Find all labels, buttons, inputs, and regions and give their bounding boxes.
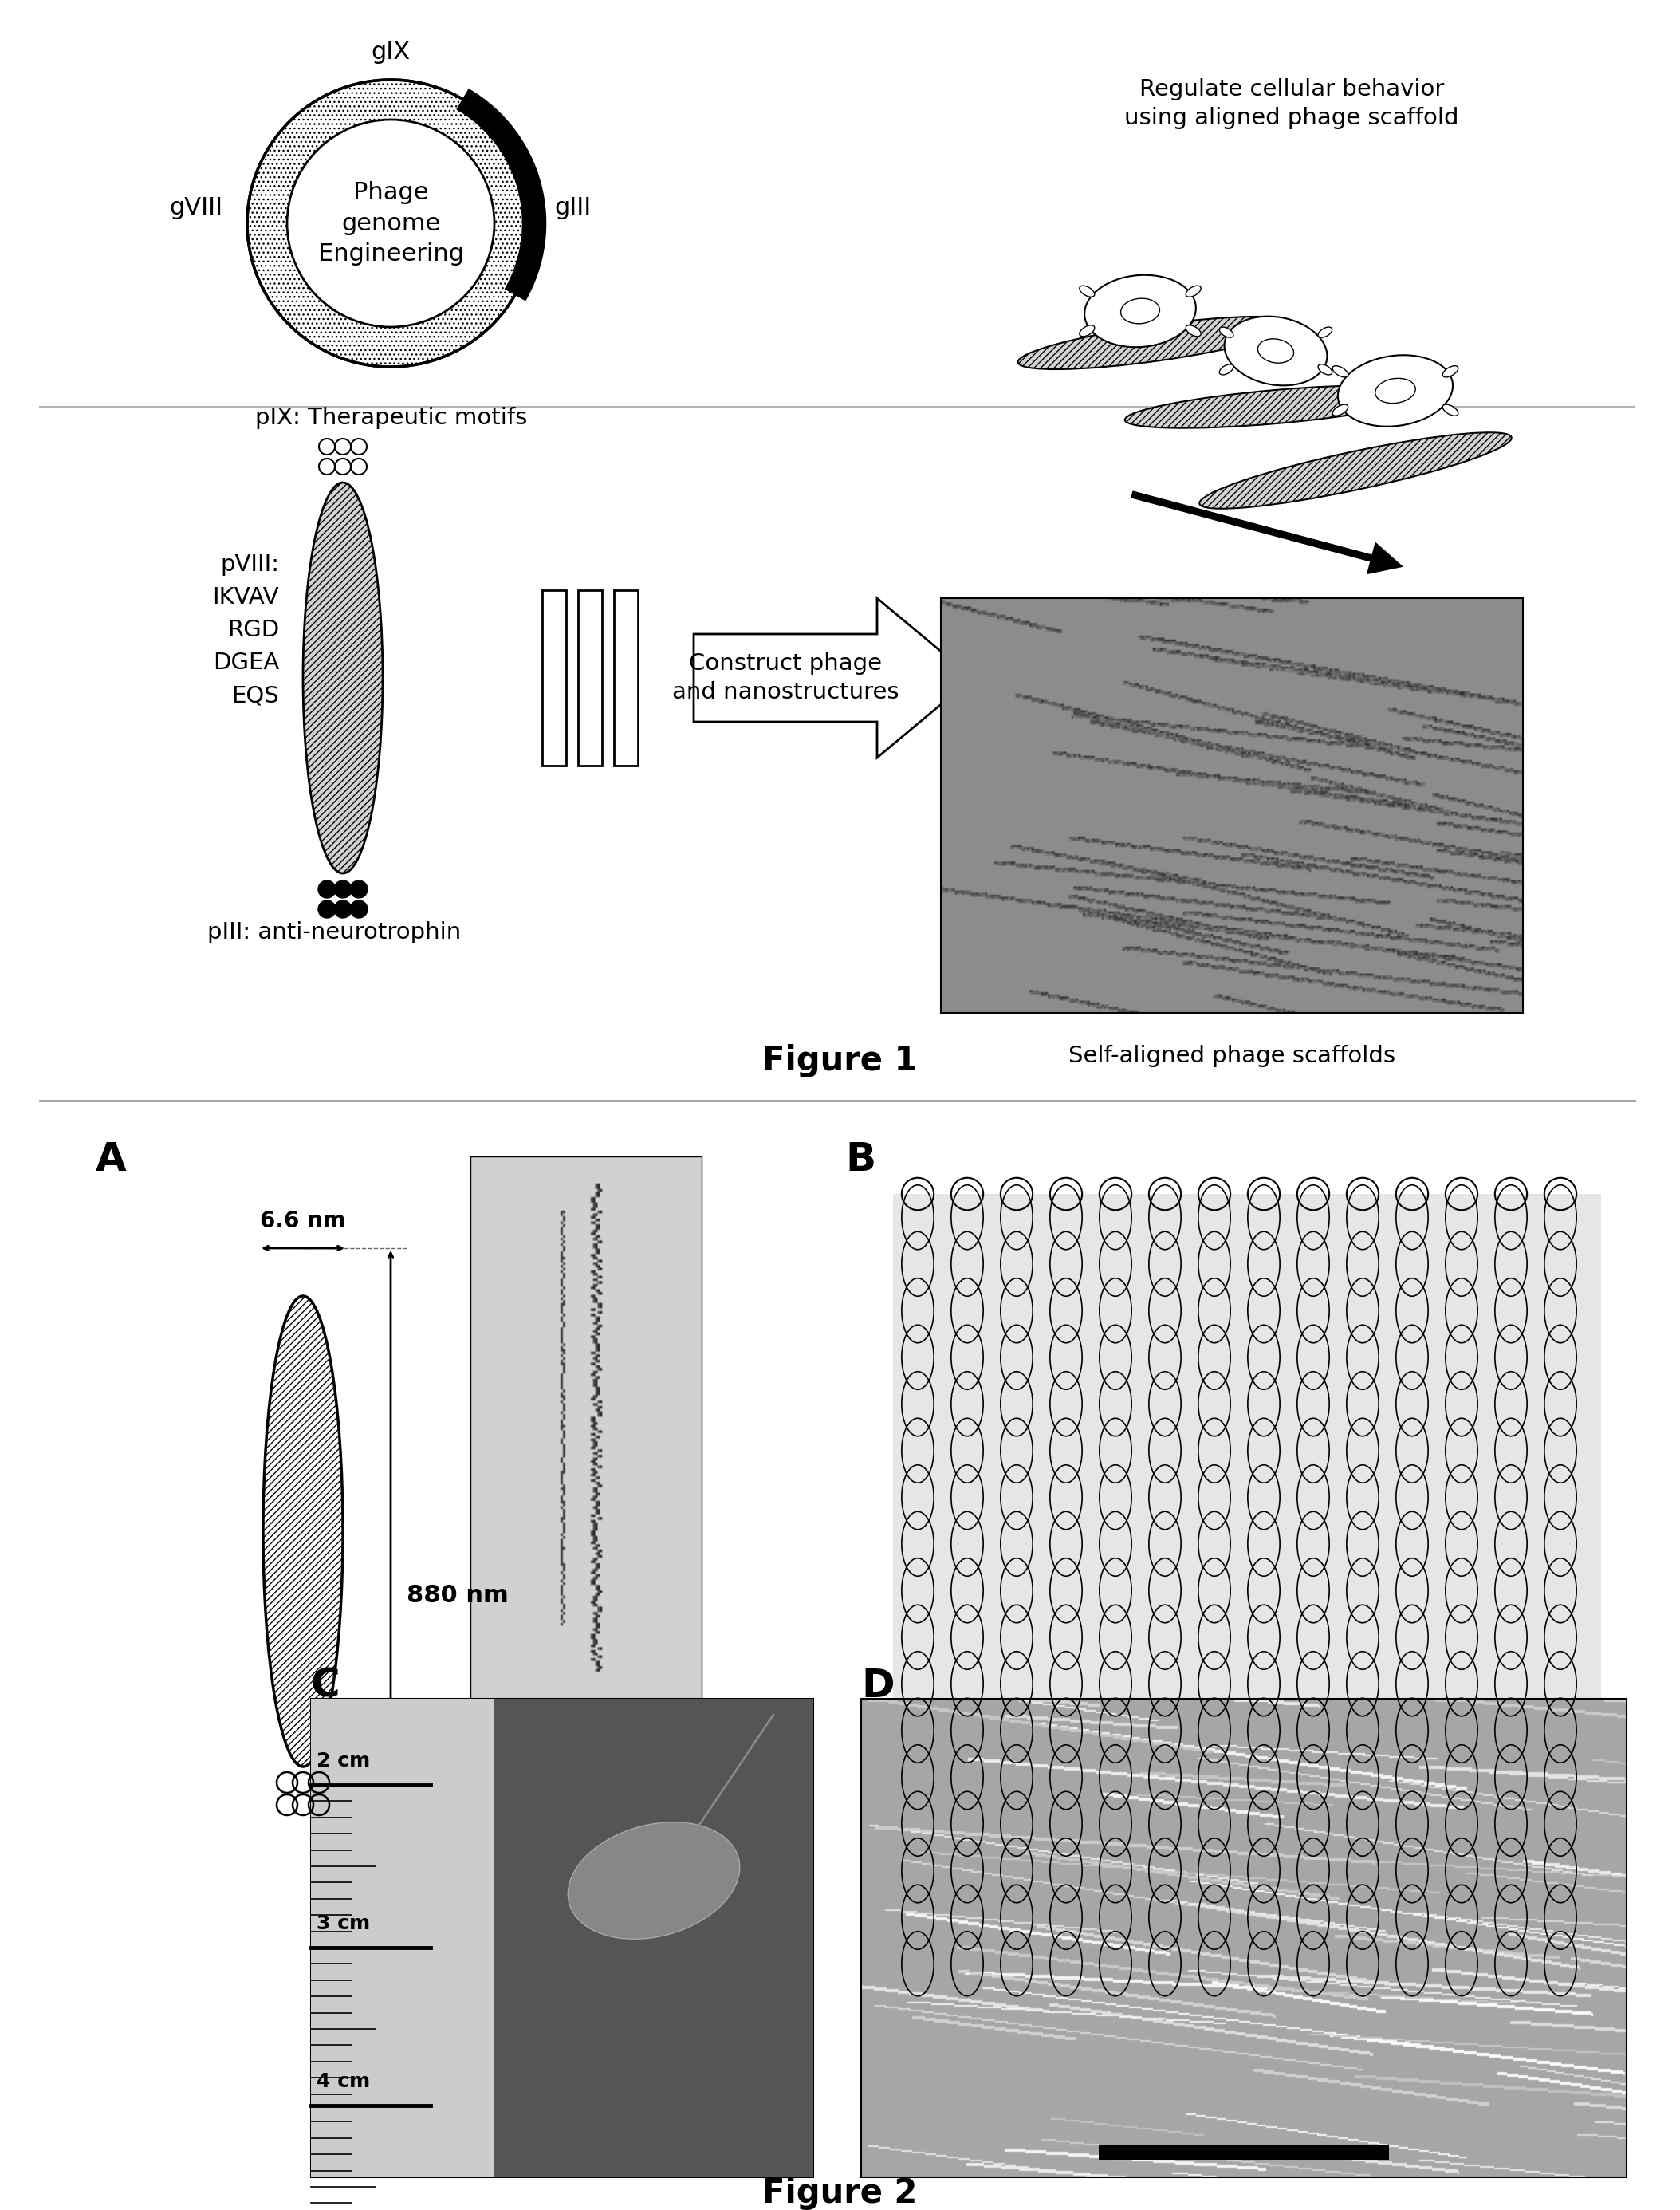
Text: Self-aligned phage scaffolds: Self-aligned phage scaffolds	[1068, 1045, 1396, 1067]
Bar	[311, 1699, 494, 2177]
Text: pIII: anti-neurotrophin: pIII: anti-neurotrophin	[207, 922, 460, 944]
Bar	[470, 1156, 702, 1699]
Ellipse shape	[1319, 365, 1332, 376]
Ellipse shape	[1085, 274, 1196, 347]
Text: 6.6 nm: 6.6 nm	[260, 1209, 346, 1233]
Text: gIII: gIII	[554, 197, 591, 219]
Ellipse shape	[302, 482, 383, 873]
Text: pIX: Therapeutic motifs: pIX: Therapeutic motifs	[255, 407, 528, 429]
Text: gIX: gIX	[371, 40, 410, 64]
Ellipse shape	[1332, 404, 1347, 415]
Circle shape	[318, 880, 336, 897]
Ellipse shape	[1200, 433, 1512, 508]
Text: 4 cm: 4 cm	[316, 2073, 370, 2091]
Ellipse shape	[247, 80, 534, 367]
Ellipse shape	[1186, 285, 1201, 296]
Ellipse shape	[1220, 327, 1233, 338]
Text: Phage
genome
Engineering: Phage genome Engineering	[318, 181, 464, 265]
Ellipse shape	[1018, 316, 1294, 369]
Bar	[941, 599, 1524, 1012]
Text: Figure 2: Figure 2	[763, 2177, 917, 2210]
Ellipse shape	[568, 1821, 739, 1938]
FancyArrow shape	[694, 599, 973, 758]
Circle shape	[334, 899, 351, 917]
Bar	[494, 1699, 813, 2177]
Ellipse shape	[1080, 325, 1095, 336]
Bar	[862, 1699, 1626, 2177]
Circle shape	[318, 899, 336, 917]
Bar	[311, 1699, 813, 2177]
Bar	[543, 590, 566, 765]
Ellipse shape	[1443, 404, 1458, 415]
Ellipse shape	[1220, 365, 1233, 376]
Circle shape	[349, 880, 368, 897]
Text: C: C	[311, 1666, 341, 1706]
Bar	[578, 590, 601, 765]
Ellipse shape	[1337, 356, 1453, 427]
Text: 3 cm: 3 cm	[316, 1914, 370, 1934]
Text: D: D	[862, 1666, 894, 1706]
Ellipse shape	[264, 1295, 343, 1766]
Ellipse shape	[1126, 385, 1426, 429]
Circle shape	[287, 119, 494, 327]
Bar	[1099, 2146, 1389, 2159]
Circle shape	[349, 899, 368, 917]
Ellipse shape	[1080, 285, 1095, 296]
Bar	[613, 590, 638, 765]
Text: A: A	[96, 1140, 126, 1178]
Text: Construct phage
and nanostructures: Construct phage and nanostructures	[672, 652, 899, 703]
Ellipse shape	[1332, 367, 1347, 378]
Text: gVIII: gVIII	[170, 197, 223, 219]
FancyArrow shape	[1131, 491, 1403, 575]
Text: Figure 1: Figure 1	[763, 1043, 917, 1078]
Text: 2 cm: 2 cm	[316, 1750, 370, 1770]
Circle shape	[334, 880, 351, 897]
Ellipse shape	[1186, 325, 1201, 336]
Text: B: B	[845, 1140, 875, 1178]
Text: Regulate cellular behavior
using aligned phage scaffold: Regulate cellular behavior using aligned…	[1124, 77, 1458, 130]
Bar	[894, 1193, 1601, 1987]
Text: pVIII:
IKVAV
RGD
DGEA
EQS: pVIII: IKVAV RGD DGEA EQS	[212, 552, 279, 707]
Text: 880 nm: 880 nm	[407, 1585, 509, 1607]
Ellipse shape	[1443, 367, 1458, 378]
Ellipse shape	[1319, 327, 1332, 338]
Ellipse shape	[1225, 316, 1327, 385]
